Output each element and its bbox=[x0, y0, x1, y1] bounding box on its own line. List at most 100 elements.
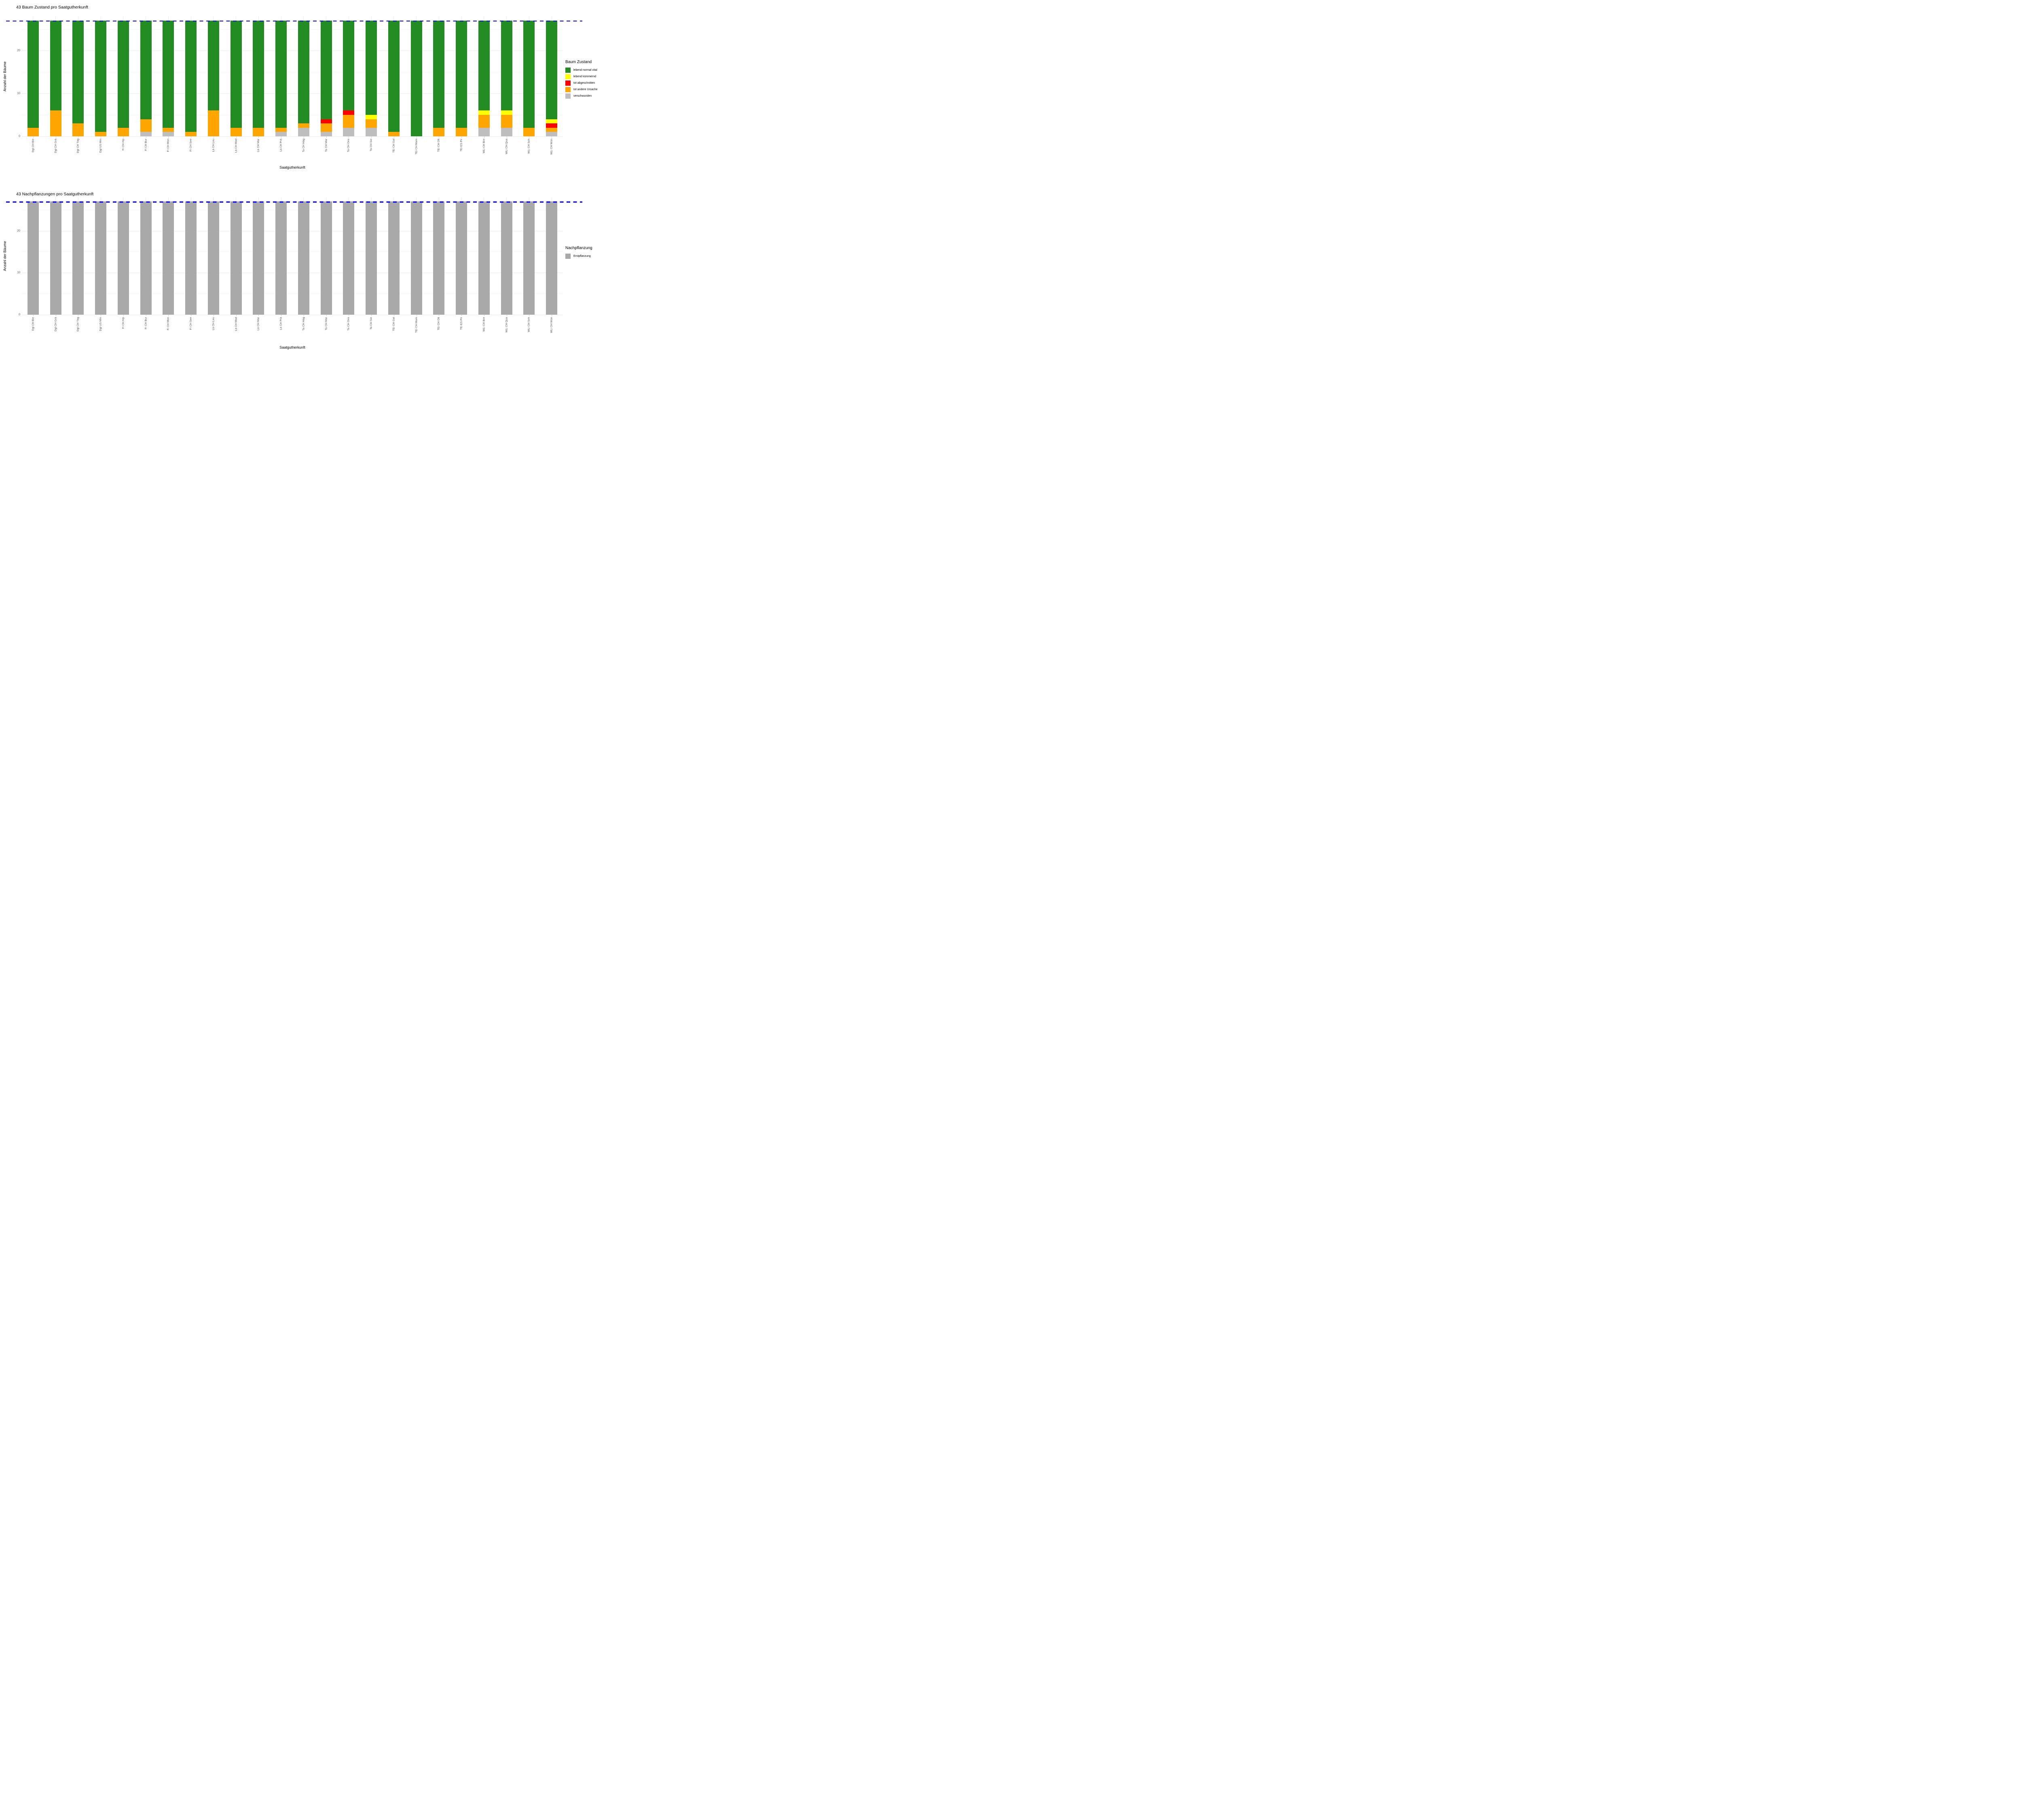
bar-column bbox=[270, 197, 292, 315]
reference-line bbox=[6, 201, 582, 203]
bar-segment-lebend-normal-vital bbox=[253, 20, 264, 128]
bar-segment-lebend-normal-vital bbox=[546, 20, 558, 119]
x-tick-label: Ta CH Mar bbox=[315, 138, 338, 163]
legend-entry-label: lebend normal vital bbox=[573, 69, 597, 72]
stacked-bar bbox=[456, 20, 467, 136]
bar-column bbox=[247, 197, 270, 315]
stacked-bar bbox=[433, 20, 445, 136]
bar-segment-tot-andere-ursache bbox=[546, 127, 558, 132]
chart-title: 43 Baum Zustand pro Saatgutherkunft bbox=[16, 5, 89, 10]
bar-segment-tot-andere-ursache bbox=[72, 123, 84, 136]
bar-column bbox=[202, 16, 225, 136]
bar-segment-lebend-normal-vital bbox=[275, 20, 287, 128]
bar-column bbox=[540, 16, 563, 136]
bar-segment-erstpflanzung bbox=[275, 201, 287, 315]
x-tick-label: Dgl US Min bbox=[89, 316, 112, 341]
bar-column bbox=[135, 16, 157, 136]
bar-column bbox=[338, 16, 360, 136]
x-tick-label-text: Dgl CH Täg bbox=[76, 317, 80, 332]
bar-segment-lebend-kümmernd bbox=[501, 110, 512, 115]
legend-entry-label: Erstpflanzung bbox=[573, 255, 591, 258]
bar-segment-verschwunden bbox=[275, 132, 287, 136]
x-axis-title: Saatgutherkunft bbox=[279, 345, 305, 349]
bar-segment-erstpflanzung bbox=[117, 201, 129, 315]
stacked-bar bbox=[343, 201, 355, 315]
stacked-bar bbox=[207, 20, 219, 136]
x-tick-label-text: Dgl CH Grä bbox=[54, 139, 57, 153]
bar-column bbox=[405, 197, 428, 315]
stacked-bar bbox=[320, 20, 332, 136]
x-tick-label: Dgl CH Grä bbox=[44, 316, 67, 341]
bar-column bbox=[22, 197, 44, 315]
legend-entry: lebend kümmernd bbox=[565, 74, 606, 80]
x-tick-label: TEi ES Pir bbox=[450, 138, 473, 163]
legend: Nachpflanzung Erstpflanzung bbox=[565, 246, 606, 260]
legend-key-swatch bbox=[565, 80, 571, 86]
x-tick-label-text: Lä CH Mad bbox=[235, 139, 238, 153]
bar-segment-erstpflanzung bbox=[523, 201, 535, 315]
x-tick-label: Lä CH Mar bbox=[247, 316, 270, 341]
bar-column bbox=[495, 197, 518, 315]
bar-column bbox=[180, 197, 202, 315]
x-tick-label-text: Dgl US Min bbox=[99, 317, 102, 331]
x-axis-tick bbox=[461, 315, 462, 316]
stacked-bar bbox=[523, 201, 535, 315]
x-tick-label: Lä CH Prä bbox=[270, 316, 292, 341]
bar-column bbox=[338, 197, 360, 315]
bar-column bbox=[157, 16, 180, 136]
x-tick-label-text: Fi CH See bbox=[189, 317, 192, 330]
stacked-bar bbox=[388, 201, 400, 315]
bar-column bbox=[44, 16, 67, 136]
x-axis-tick bbox=[258, 136, 259, 138]
bar-segment-erstpflanzung bbox=[388, 201, 400, 315]
bar-segment-lebend-normal-vital bbox=[207, 20, 219, 111]
stacked-bar bbox=[501, 20, 512, 136]
y-tick-label: 10 bbox=[17, 92, 20, 95]
legend-title: Nachpflanzung bbox=[565, 246, 592, 250]
x-tick-label-text: Fi CH Alp bbox=[122, 139, 125, 150]
stacked-bar bbox=[298, 20, 309, 136]
x-tick-label-text: Fi CH Bur bbox=[144, 317, 148, 329]
bar-segment-tot-andere-ursache bbox=[275, 127, 287, 132]
bar-column bbox=[270, 16, 292, 136]
x-tick-label-text: Lä CH Prä bbox=[279, 317, 283, 330]
y-axis-title: Anzahl der Bäume bbox=[3, 241, 7, 271]
bar-segment-verschwunden bbox=[478, 127, 490, 136]
bar-segment-lebend-normal-vital bbox=[343, 20, 355, 111]
bar-segment-erstpflanzung bbox=[230, 201, 242, 315]
bar-segment-tot-andere-ursache bbox=[343, 115, 355, 128]
x-axis-tick bbox=[168, 136, 169, 138]
x-tick-label: TEi CH Mam bbox=[405, 316, 428, 341]
bar-segment-lebend-normal-vital bbox=[410, 20, 422, 136]
x-tick-label: Lä CH Leu bbox=[202, 316, 225, 341]
x-tick-label-text: TEi ES Pir bbox=[460, 317, 463, 330]
x-tick-label-text: Lä CH Mar bbox=[257, 139, 260, 152]
legend-key-swatch bbox=[565, 87, 571, 92]
bar-segment-verschwunden bbox=[546, 132, 558, 136]
stacked-bar bbox=[501, 201, 512, 315]
bar-segment-lebend-kümmernd bbox=[366, 115, 377, 119]
bar-segment-erstpflanzung bbox=[298, 201, 309, 315]
bar-segment-erstpflanzung bbox=[207, 201, 219, 315]
x-tick-label: Fi CH Bur bbox=[135, 138, 157, 163]
chart-panel-nachpflanzungen: 43 Nachpflanzungen pro Saatgutherkunft A… bbox=[0, 182, 607, 364]
bar-segment-tot-andere-ursache bbox=[185, 132, 197, 136]
bar-segment-lebend-normal-vital bbox=[366, 20, 377, 115]
x-tick-label-text: Dgl US Min bbox=[99, 139, 102, 153]
bar-segment-tot-andere-ursache bbox=[230, 127, 242, 136]
bar-segment-lebend-normal-vital bbox=[95, 20, 107, 132]
x-tick-label: Ta CH Häg bbox=[292, 316, 315, 341]
bar-column bbox=[157, 197, 180, 315]
x-tick-label-text: WLi CH Sch bbox=[527, 139, 531, 154]
bar-segment-tot-andere-ursache bbox=[163, 127, 174, 132]
stacked-bar bbox=[27, 201, 39, 315]
x-tick-label-text: WLi CH Wün bbox=[550, 139, 553, 155]
x-tick-label: Lä CH Mar bbox=[247, 138, 270, 163]
legend-entry: tot abgeschnitten bbox=[565, 80, 606, 87]
x-tick-label-text: Ta CH Häg bbox=[302, 317, 305, 331]
stacked-bar bbox=[298, 201, 309, 315]
bar-segment-lebend-normal-vital bbox=[433, 20, 445, 128]
x-tick-label: Dgl CH Täg bbox=[67, 316, 90, 341]
x-axis-tick bbox=[371, 315, 372, 316]
bar-column bbox=[360, 197, 383, 315]
